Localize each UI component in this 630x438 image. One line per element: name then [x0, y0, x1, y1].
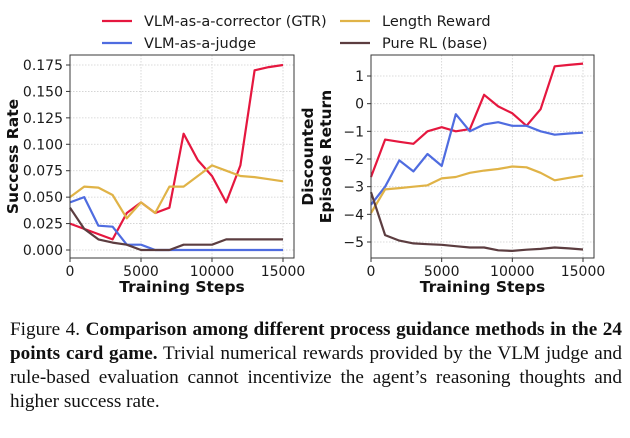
y-tick-label: 0.075 — [23, 164, 63, 180]
caption-label: Figure 4. — [10, 319, 86, 340]
success-rate-chart: 0 5000 10000 15000 0.000 0.025 0.050 0.075 0.100… — [4, 54, 306, 296]
x-tick-label: 5000 — [123, 264, 159, 280]
y-tick-label: −5 — [343, 235, 364, 251]
y-tick-label: 0.025 — [23, 217, 63, 233]
y-tick-label: −3 — [343, 180, 364, 196]
y-tick-label: 0.050 — [23, 190, 63, 206]
episode-return-chart: 0 5000 10000 15000 −5 −4 −3 −2 −1 0 1 Training Step… — [299, 54, 606, 296]
y-axis-label: Episode Return — [317, 90, 335, 223]
x-tick-label: 0 — [66, 264, 75, 280]
x-axis-label: Training Steps — [119, 278, 245, 296]
x-tick-label: 15000 — [561, 264, 606, 280]
figure-caption: Figure 4. Comparison among different pro… — [10, 318, 622, 414]
y-axis-label: Success Rate — [4, 99, 22, 214]
figure: VLM-as-a-corrector (GTR) VLM-as-a-judge Le… — [4, 14, 606, 296]
y-tick-label: 0.175 — [23, 58, 63, 74]
caption-bold: Comparison among different process guida… — [10, 319, 622, 364]
legend-label-1: VLM-as-a-judge — [144, 36, 256, 52]
y-tick-label: −4 — [343, 207, 364, 223]
legend: VLM-as-a-corrector (GTR) VLM-as-a-judge Le… — [102, 14, 491, 52]
x-tick-label: 10000 — [490, 264, 535, 280]
y-tick-label: −1 — [343, 124, 364, 140]
caption-text: Trivial numerical rewards provided by th… — [10, 343, 623, 412]
y-tick-label: −2 — [343, 152, 364, 168]
series-line-vlm-as-a-corrector-gtr — [369, 62, 584, 178]
y-tick-label: 0.125 — [23, 111, 63, 127]
plot-frame — [370, 54, 595, 259]
y-tick-label: 0 — [355, 97, 364, 113]
series-line-pure-rl-base — [369, 191, 584, 252]
legend-label-3: Pure RL (base) — [382, 36, 488, 52]
legend-label-0: VLM-as-a-corrector (GTR) — [144, 14, 327, 30]
y-tick-label: 0.100 — [23, 137, 63, 153]
y-tick-label: 0.150 — [23, 84, 63, 100]
y-tick-label: 1 — [355, 69, 364, 85]
series-line-vlm-as-a-judge — [69, 196, 283, 252]
series-line-vlm-as-a-judge — [370, 113, 584, 206]
series-line-length-reward — [370, 165, 584, 214]
legend-label-2: Length Reward — [382, 14, 491, 30]
x-tick-label: 10000 — [190, 264, 235, 280]
series-line-length-reward — [69, 164, 284, 220]
y-tick-label: 0.000 — [23, 243, 63, 259]
x-tick-label: 0 — [367, 264, 376, 280]
series-line-pure-rl-base — [69, 207, 283, 252]
x-tick-label: 15000 — [261, 264, 306, 280]
x-axis-label: Training Steps — [420, 278, 546, 296]
x-tick-label: 5000 — [424, 264, 460, 280]
series-line-vlm-as-a-corrector-gtr — [69, 63, 284, 241]
plot-frame — [69, 54, 295, 259]
y-axis-label: Discounted — [299, 107, 317, 205]
